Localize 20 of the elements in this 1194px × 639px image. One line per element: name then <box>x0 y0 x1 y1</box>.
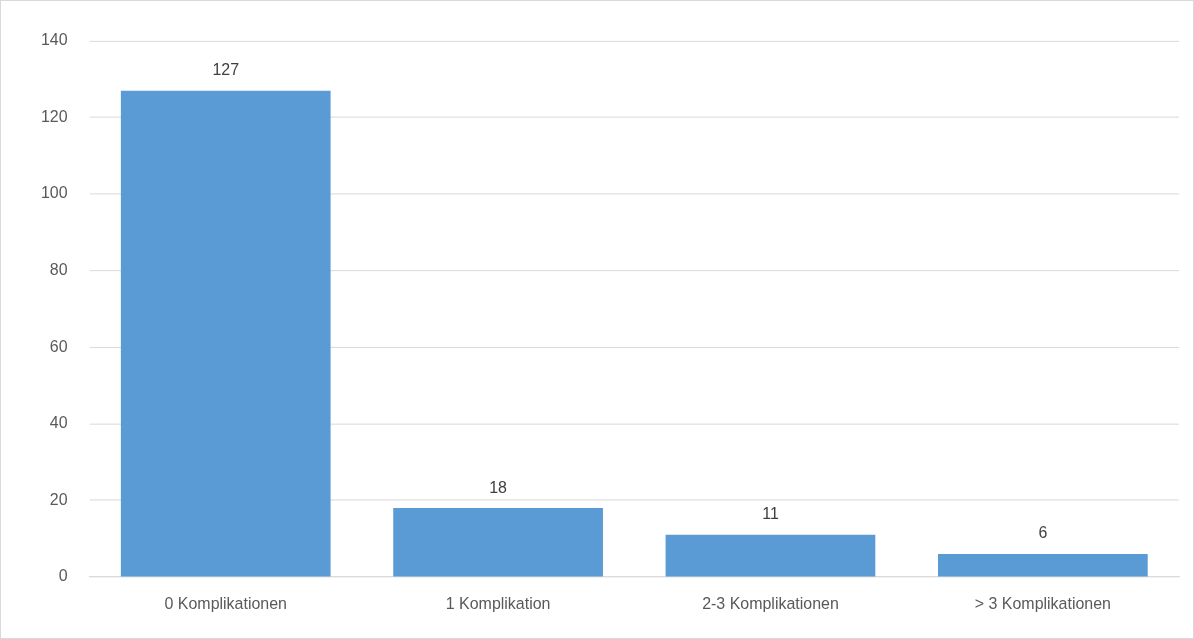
data-label: 6 <box>1038 524 1048 542</box>
y-tick-label: 100 <box>40 184 68 202</box>
y-tick-label: 80 <box>49 261 68 279</box>
bar <box>393 508 603 577</box>
y-tick-label: 0 <box>58 567 68 585</box>
y-tick-label: 120 <box>40 107 68 125</box>
bar <box>665 534 876 577</box>
y-tick-label: 60 <box>49 337 68 355</box>
bar <box>937 554 1148 577</box>
data-label: 127 <box>212 61 240 79</box>
bar <box>120 90 331 577</box>
data-label: 18 <box>489 478 508 496</box>
x-tick-label: 0 Komplikationen <box>164 594 287 612</box>
x-tick-label: 1 Komplikation <box>445 594 551 612</box>
y-tick-label: 140 <box>40 31 68 49</box>
y-tick-label: 20 <box>49 490 68 508</box>
x-tick-label: > 3 Komplikationen <box>974 594 1111 612</box>
data-label: 11 <box>762 505 779 523</box>
x-tick-label: 2-3 Komplikationen <box>702 594 839 612</box>
y-tick-label: 40 <box>49 414 68 432</box>
